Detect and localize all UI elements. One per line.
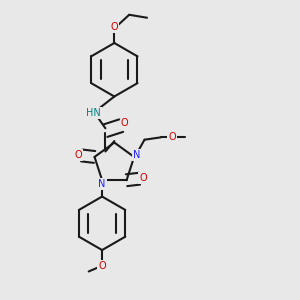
Text: N: N: [98, 179, 106, 189]
Text: N: N: [134, 150, 141, 160]
Text: O: O: [168, 132, 176, 142]
Text: O: O: [98, 260, 106, 271]
Text: O: O: [139, 173, 147, 183]
Text: O: O: [110, 22, 118, 32]
Text: O: O: [121, 118, 128, 128]
Text: HN: HN: [86, 108, 101, 118]
Text: O: O: [74, 150, 82, 160]
